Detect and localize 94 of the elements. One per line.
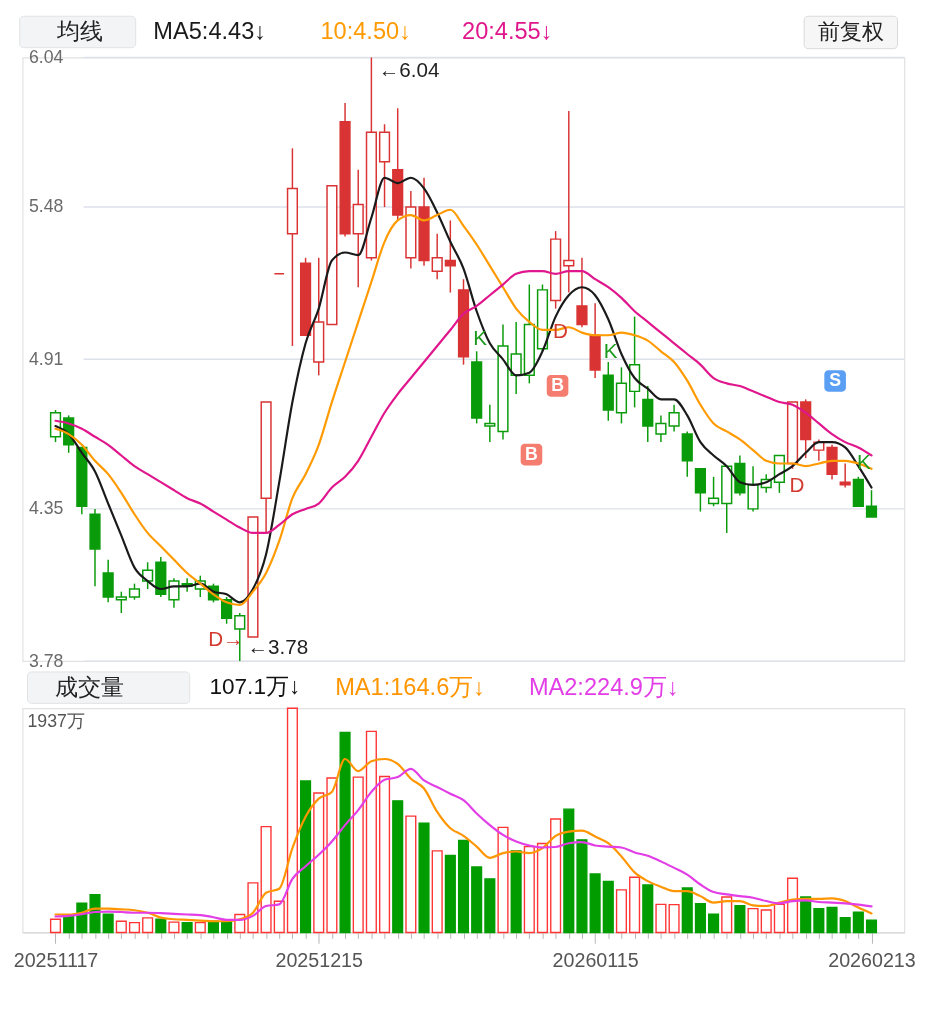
y-tick-label: 5.48 [29, 196, 64, 217]
x-tick-label: 20260213 [828, 949, 916, 972]
bar [813, 907, 825, 934]
text: MA5:4.43↓ [153, 17, 267, 44]
text: 10:4.50↓ [320, 17, 411, 44]
bar [49, 918, 62, 934]
bar [536, 842, 549, 934]
bar [260, 825, 272, 934]
bar [471, 866, 483, 934]
annotation: 1937万 [27, 710, 85, 731]
candlestick [576, 257, 588, 329]
bar [273, 900, 285, 934]
y-tick-label: 6.04 [29, 46, 64, 67]
bar [431, 850, 443, 934]
bar [602, 880, 614, 934]
bar [563, 808, 575, 934]
bar [773, 903, 785, 934]
text: 20:4.55↓ [462, 17, 553, 44]
annotation: D→ [208, 627, 244, 651]
y-tick-label: 3.78 [29, 650, 64, 671]
bar [681, 887, 693, 934]
annotation: K [603, 339, 618, 363]
y-tick-label: 4.35 [29, 498, 64, 519]
x-tick-label: 20251215 [275, 949, 364, 972]
bar [168, 921, 180, 934]
bar [576, 839, 588, 934]
bar [642, 884, 654, 934]
candlestick [563, 110, 575, 294]
bar [444, 854, 456, 934]
annotation: K [473, 325, 488, 349]
candlestick [431, 233, 443, 280]
candlestick [444, 219, 456, 294]
bar [392, 800, 404, 934]
bar [721, 896, 733, 934]
bar [155, 918, 167, 934]
bar [352, 776, 364, 934]
bar [339, 731, 351, 934]
bar [497, 826, 509, 934]
legend-title: 成交量 [55, 674, 125, 700]
bar [655, 903, 667, 934]
bar [365, 730, 377, 934]
bar [615, 889, 627, 934]
bar [484, 878, 496, 934]
bar [378, 775, 391, 934]
bar [457, 839, 470, 934]
bar [760, 909, 772, 934]
bar [194, 921, 206, 934]
bar [852, 911, 864, 934]
annotation: S [829, 369, 842, 390]
annotation: D [789, 473, 805, 497]
bar [142, 917, 154, 934]
bar [708, 913, 720, 934]
text: MA2:224.9万↓ [528, 673, 679, 700]
bar [405, 815, 417, 934]
text: 前复权 [818, 18, 885, 44]
candlestick [839, 462, 851, 489]
bar [510, 850, 522, 934]
bar [550, 818, 562, 934]
bar [326, 777, 338, 934]
bar [826, 906, 838, 934]
bar [747, 907, 759, 934]
candlestick [115, 590, 127, 614]
legend-title: 均线 [56, 18, 104, 44]
candlestick [707, 476, 720, 507]
text: 107.1万↓ [209, 673, 301, 699]
x-tick-label: 20251117 [13, 949, 99, 972]
bar [128, 921, 141, 934]
bar [300, 780, 312, 934]
x-tick-label: 20260115 [552, 949, 639, 972]
bar [839, 916, 851, 934]
bar [694, 903, 706, 934]
annotation: B [551, 374, 564, 395]
bar [589, 873, 601, 934]
bar [865, 919, 878, 934]
annotation: B [525, 443, 538, 464]
bar [629, 876, 641, 934]
y-tick-label: 4.91 [29, 348, 64, 369]
text: MA1:164.6万↓ [335, 673, 486, 700]
bar [102, 913, 114, 934]
bar [523, 845, 535, 934]
candlestick [865, 489, 878, 518]
bar [418, 822, 430, 934]
bar [181, 922, 193, 934]
bar [115, 920, 127, 934]
bar [786, 877, 799, 934]
annotation: ←6.04 [378, 58, 440, 82]
bar [286, 707, 298, 934]
bar [734, 905, 746, 934]
bar [313, 792, 325, 934]
candlestick [168, 577, 180, 609]
bar [668, 903, 680, 934]
candlestick [484, 403, 496, 443]
annotation: ←3.78 [247, 635, 309, 659]
bar [221, 921, 233, 934]
